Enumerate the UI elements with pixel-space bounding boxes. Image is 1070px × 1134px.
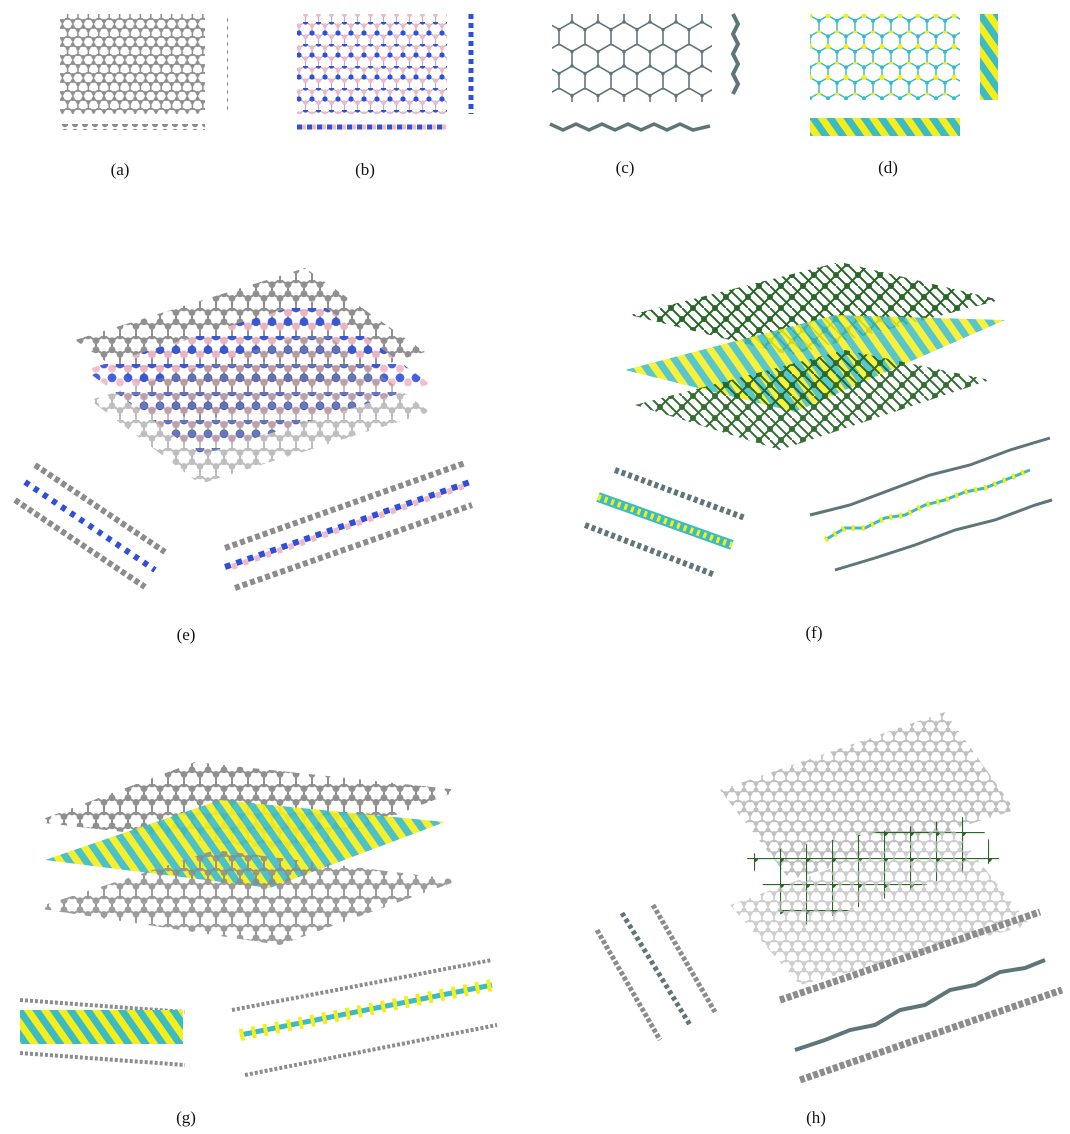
panel-b-hbn bbox=[297, 14, 474, 130]
panel-f-side-view-left bbox=[583, 467, 747, 578]
panel-e-side-view-right bbox=[223, 460, 473, 591]
panel-f-top-layer bbox=[630, 262, 1000, 355]
panel-f-heterostructure bbox=[583, 262, 1053, 578]
panel-e-bottom-graphene-layer bbox=[90, 330, 430, 484]
panel-c-top-view bbox=[552, 14, 712, 102]
panel-g-side-view-left bbox=[19, 998, 186, 1067]
panel-h-side-view-left bbox=[594, 903, 718, 1042]
panel-a-top-view bbox=[60, 14, 205, 114]
panel-g-mos2-layer bbox=[45, 800, 445, 888]
panel-e-heterostructure bbox=[13, 268, 473, 591]
panel-label-f: (f) bbox=[805, 623, 823, 642]
panel-label-b: (b) bbox=[355, 160, 375, 179]
panel-g-heterostructure bbox=[19, 762, 498, 1077]
panel-f-bottom-layer bbox=[635, 350, 990, 450]
panel-label-g: (g) bbox=[176, 1108, 196, 1127]
panel-h-bottom-graphene-layer bbox=[730, 825, 1030, 985]
panel-d-mos2 bbox=[810, 14, 998, 136]
panel-a-side-view-horizontal bbox=[60, 124, 205, 130]
panel-e-side-view-left bbox=[13, 462, 167, 590]
panel-h-heterostructure bbox=[594, 712, 1064, 1084]
panel-label-h: (h) bbox=[806, 1108, 826, 1127]
panel-c-silicene bbox=[549, 13, 741, 132]
panel-f-side-view-right bbox=[809, 436, 1053, 572]
panel-a-side-view-vertical bbox=[227, 14, 231, 114]
panel-c-side-view-vertical bbox=[730, 13, 741, 95]
panel-h-side-view-right bbox=[778, 908, 1064, 1084]
panel-label-a: (a) bbox=[110, 160, 130, 179]
panel-g-bottom-graphene-layer bbox=[35, 850, 460, 945]
panel-c-side-view-horizontal bbox=[549, 122, 711, 132]
panel-label-c: (c) bbox=[615, 158, 635, 177]
panel-g-side-view-right bbox=[231, 958, 498, 1077]
panel-d-side-view-vertical bbox=[980, 14, 998, 100]
panel-d-side-view-horizontal bbox=[810, 118, 960, 136]
panel-label-d: (d) bbox=[878, 158, 898, 177]
panel-b-top-view bbox=[297, 14, 447, 114]
panel-a-graphene bbox=[60, 14, 231, 130]
panel-d-top-view bbox=[810, 14, 960, 100]
panel-h-top-graphene-layer bbox=[720, 712, 1015, 880]
panel-label-e: (e) bbox=[176, 625, 196, 644]
